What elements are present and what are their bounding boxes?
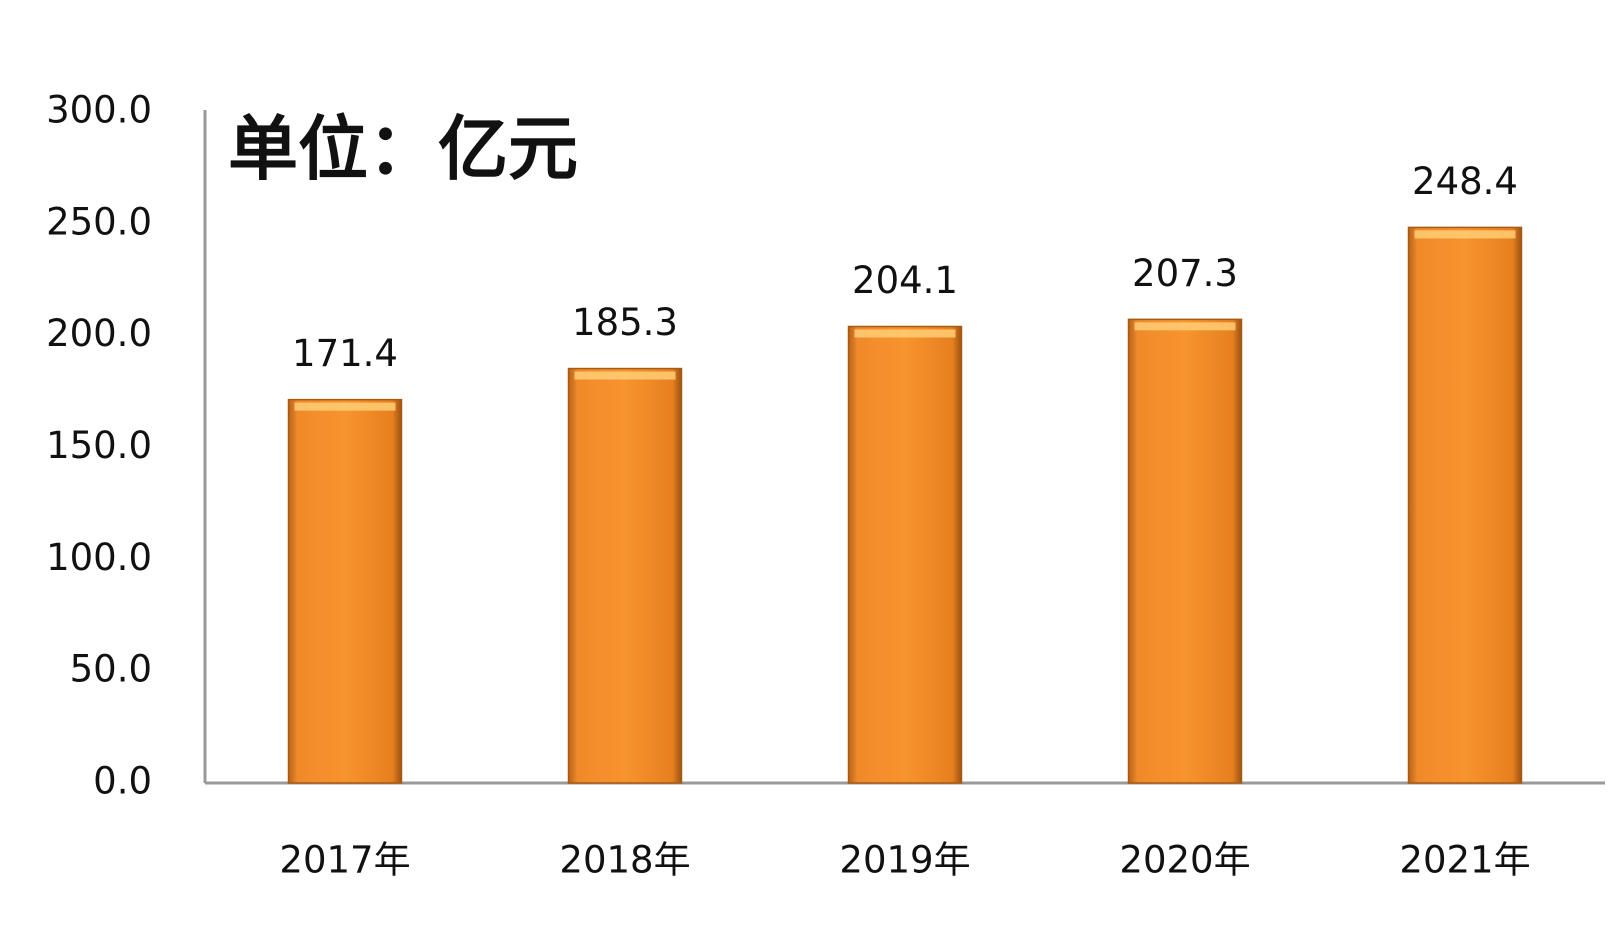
x-tick-label: 2021年 [1399,839,1530,882]
data-label: 248.4 [1412,160,1518,203]
y-tick-label: 0.0 [93,760,152,803]
data-label: 171.4 [292,332,398,375]
data-label: 204.1 [852,259,958,302]
data-label: 185.3 [572,301,678,344]
y-tick-label: 50.0 [70,648,152,691]
data-label: 207.3 [1132,252,1238,295]
x-tick-label: 2017年 [279,839,410,882]
bar [567,367,683,784]
bar [287,398,403,784]
unit-annotation: 单位：亿元 [228,107,578,190]
bar-highlight [574,371,676,380]
bar-highlight [854,329,956,338]
y-tick-label: 150.0 [46,424,152,467]
y-tick-label: 100.0 [46,536,152,579]
bar [1127,318,1243,784]
y-tick-label: 250.0 [46,200,152,243]
bar [847,325,963,784]
y-tick-label: 200.0 [46,312,152,355]
bar [1407,226,1523,784]
y-tick-label: 300.0 [46,89,152,132]
x-tick-label: 2020年 [1119,839,1250,882]
bar-highlight [1134,322,1236,331]
bar-highlight [1414,230,1516,239]
x-tick-label: 2018年 [559,839,690,882]
bar-highlight [294,402,396,411]
x-tick-label: 2019年 [839,839,970,882]
